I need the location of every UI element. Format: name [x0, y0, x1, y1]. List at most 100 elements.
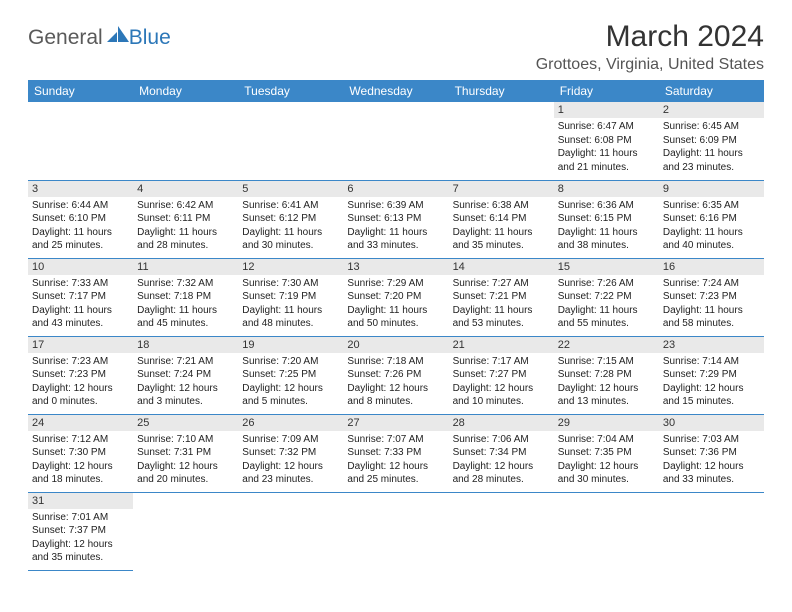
- day-number: 9: [659, 181, 764, 197]
- day-body: Sunrise: 6:47 AMSunset: 6:08 PMDaylight:…: [554, 118, 659, 178]
- day-body: Sunrise: 7:33 AMSunset: 7:17 PMDaylight:…: [28, 275, 133, 335]
- day-cell: 12Sunrise: 7:30 AMSunset: 7:19 PMDayligh…: [238, 258, 343, 336]
- day-cell: [659, 492, 764, 570]
- day-number: 28: [449, 415, 554, 431]
- day-number: 31: [28, 493, 133, 509]
- day-cell: 13Sunrise: 7:29 AMSunset: 7:20 PMDayligh…: [343, 258, 448, 336]
- day-body: Sunrise: 7:20 AMSunset: 7:25 PMDaylight:…: [238, 353, 343, 413]
- day-cell: [238, 492, 343, 570]
- day-cell: [238, 102, 343, 180]
- day-cell: 5Sunrise: 6:41 AMSunset: 6:12 PMDaylight…: [238, 180, 343, 258]
- day-body: Sunrise: 7:27 AMSunset: 7:21 PMDaylight:…: [449, 275, 554, 335]
- day-cell: 3Sunrise: 6:44 AMSunset: 6:10 PMDaylight…: [28, 180, 133, 258]
- weekday-header: Monday: [133, 80, 238, 102]
- weekday-header: Saturday: [659, 80, 764, 102]
- logo-text-blue: Blue: [129, 26, 171, 50]
- day-cell: 4Sunrise: 6:42 AMSunset: 6:11 PMDaylight…: [133, 180, 238, 258]
- day-cell: 11Sunrise: 7:32 AMSunset: 7:18 PMDayligh…: [133, 258, 238, 336]
- day-number: 23: [659, 337, 764, 353]
- day-body: Sunrise: 7:06 AMSunset: 7:34 PMDaylight:…: [449, 431, 554, 491]
- week-row: 1Sunrise: 6:47 AMSunset: 6:08 PMDaylight…: [28, 102, 764, 180]
- day-cell: [554, 492, 659, 570]
- day-cell: 6Sunrise: 6:39 AMSunset: 6:13 PMDaylight…: [343, 180, 448, 258]
- day-cell: 23Sunrise: 7:14 AMSunset: 7:29 PMDayligh…: [659, 336, 764, 414]
- day-body: Sunrise: 6:42 AMSunset: 6:11 PMDaylight:…: [133, 197, 238, 257]
- day-number: 6: [343, 181, 448, 197]
- logo: General Blue: [28, 26, 171, 50]
- day-cell: 21Sunrise: 7:17 AMSunset: 7:27 PMDayligh…: [449, 336, 554, 414]
- day-body: Sunrise: 7:23 AMSunset: 7:23 PMDaylight:…: [28, 353, 133, 413]
- day-cell: [133, 492, 238, 570]
- day-body: Sunrise: 7:07 AMSunset: 7:33 PMDaylight:…: [343, 431, 448, 491]
- day-number: 30: [659, 415, 764, 431]
- day-number: 22: [554, 337, 659, 353]
- day-body: Sunrise: 7:32 AMSunset: 7:18 PMDaylight:…: [133, 275, 238, 335]
- day-body: Sunrise: 7:12 AMSunset: 7:30 PMDaylight:…: [28, 431, 133, 491]
- day-body: Sunrise: 6:38 AMSunset: 6:14 PMDaylight:…: [449, 197, 554, 257]
- day-number: 18: [133, 337, 238, 353]
- day-cell: 24Sunrise: 7:12 AMSunset: 7:30 PMDayligh…: [28, 414, 133, 492]
- weekday-header: Sunday: [28, 80, 133, 102]
- day-number: 20: [343, 337, 448, 353]
- day-cell: 28Sunrise: 7:06 AMSunset: 7:34 PMDayligh…: [449, 414, 554, 492]
- day-number: 4: [133, 181, 238, 197]
- header: General Blue March 2024 Grottoes, Virgin…: [28, 20, 764, 74]
- day-cell: 16Sunrise: 7:24 AMSunset: 7:23 PMDayligh…: [659, 258, 764, 336]
- day-number: 26: [238, 415, 343, 431]
- day-cell: 27Sunrise: 7:07 AMSunset: 7:33 PMDayligh…: [343, 414, 448, 492]
- week-row: 17Sunrise: 7:23 AMSunset: 7:23 PMDayligh…: [28, 336, 764, 414]
- day-body: Sunrise: 7:14 AMSunset: 7:29 PMDaylight:…: [659, 353, 764, 413]
- day-body: Sunrise: 6:36 AMSunset: 6:15 PMDaylight:…: [554, 197, 659, 257]
- day-body: Sunrise: 6:35 AMSunset: 6:16 PMDaylight:…: [659, 197, 764, 257]
- day-cell: 29Sunrise: 7:04 AMSunset: 7:35 PMDayligh…: [554, 414, 659, 492]
- day-body: Sunrise: 7:26 AMSunset: 7:22 PMDaylight:…: [554, 275, 659, 335]
- day-cell: 20Sunrise: 7:18 AMSunset: 7:26 PMDayligh…: [343, 336, 448, 414]
- weekday-header: Tuesday: [238, 80, 343, 102]
- day-cell: 8Sunrise: 6:36 AMSunset: 6:15 PMDaylight…: [554, 180, 659, 258]
- day-cell: 7Sunrise: 6:38 AMSunset: 6:14 PMDaylight…: [449, 180, 554, 258]
- day-number: 17: [28, 337, 133, 353]
- day-number: 11: [133, 259, 238, 275]
- weekday-header: Friday: [554, 80, 659, 102]
- day-cell: 25Sunrise: 7:10 AMSunset: 7:31 PMDayligh…: [133, 414, 238, 492]
- day-number: 3: [28, 181, 133, 197]
- day-body: Sunrise: 7:29 AMSunset: 7:20 PMDaylight:…: [343, 275, 448, 335]
- day-number: 16: [659, 259, 764, 275]
- day-body: Sunrise: 7:18 AMSunset: 7:26 PMDaylight:…: [343, 353, 448, 413]
- day-body: Sunrise: 6:45 AMSunset: 6:09 PMDaylight:…: [659, 118, 764, 178]
- day-number: 24: [28, 415, 133, 431]
- day-body: Sunrise: 7:10 AMSunset: 7:31 PMDaylight:…: [133, 431, 238, 491]
- day-body: Sunrise: 6:44 AMSunset: 6:10 PMDaylight:…: [28, 197, 133, 257]
- day-body: Sunrise: 7:01 AMSunset: 7:37 PMDaylight:…: [28, 509, 133, 569]
- month-title: March 2024: [536, 20, 764, 54]
- day-body: Sunrise: 7:24 AMSunset: 7:23 PMDaylight:…: [659, 275, 764, 335]
- day-cell: 19Sunrise: 7:20 AMSunset: 7:25 PMDayligh…: [238, 336, 343, 414]
- weekday-header: Thursday: [449, 80, 554, 102]
- day-number: 21: [449, 337, 554, 353]
- week-row: 10Sunrise: 7:33 AMSunset: 7:17 PMDayligh…: [28, 258, 764, 336]
- day-cell: 30Sunrise: 7:03 AMSunset: 7:36 PMDayligh…: [659, 414, 764, 492]
- day-body: Sunrise: 7:30 AMSunset: 7:19 PMDaylight:…: [238, 275, 343, 335]
- week-row: 3Sunrise: 6:44 AMSunset: 6:10 PMDaylight…: [28, 180, 764, 258]
- day-number: 14: [449, 259, 554, 275]
- day-body: Sunrise: 7:03 AMSunset: 7:36 PMDaylight:…: [659, 431, 764, 491]
- location: Grottoes, Virginia, United States: [536, 56, 764, 74]
- day-number: 27: [343, 415, 448, 431]
- day-cell: 1Sunrise: 6:47 AMSunset: 6:08 PMDaylight…: [554, 102, 659, 180]
- logo-text-general: General: [28, 26, 103, 50]
- day-cell: 22Sunrise: 7:15 AMSunset: 7:28 PMDayligh…: [554, 336, 659, 414]
- day-cell: 31Sunrise: 7:01 AMSunset: 7:37 PMDayligh…: [28, 492, 133, 570]
- calendar-table: SundayMondayTuesdayWednesdayThursdayFrid…: [28, 80, 764, 571]
- day-body: Sunrise: 6:39 AMSunset: 6:13 PMDaylight:…: [343, 197, 448, 257]
- day-cell: [343, 102, 448, 180]
- logo-sail-icon: [107, 26, 129, 42]
- day-cell: [28, 102, 133, 180]
- day-number: 10: [28, 259, 133, 275]
- day-cell: 18Sunrise: 7:21 AMSunset: 7:24 PMDayligh…: [133, 336, 238, 414]
- day-cell: [133, 102, 238, 180]
- day-cell: 17Sunrise: 7:23 AMSunset: 7:23 PMDayligh…: [28, 336, 133, 414]
- day-body: Sunrise: 6:41 AMSunset: 6:12 PMDaylight:…: [238, 197, 343, 257]
- day-cell: 26Sunrise: 7:09 AMSunset: 7:32 PMDayligh…: [238, 414, 343, 492]
- day-number: 29: [554, 415, 659, 431]
- day-cell: 2Sunrise: 6:45 AMSunset: 6:09 PMDaylight…: [659, 102, 764, 180]
